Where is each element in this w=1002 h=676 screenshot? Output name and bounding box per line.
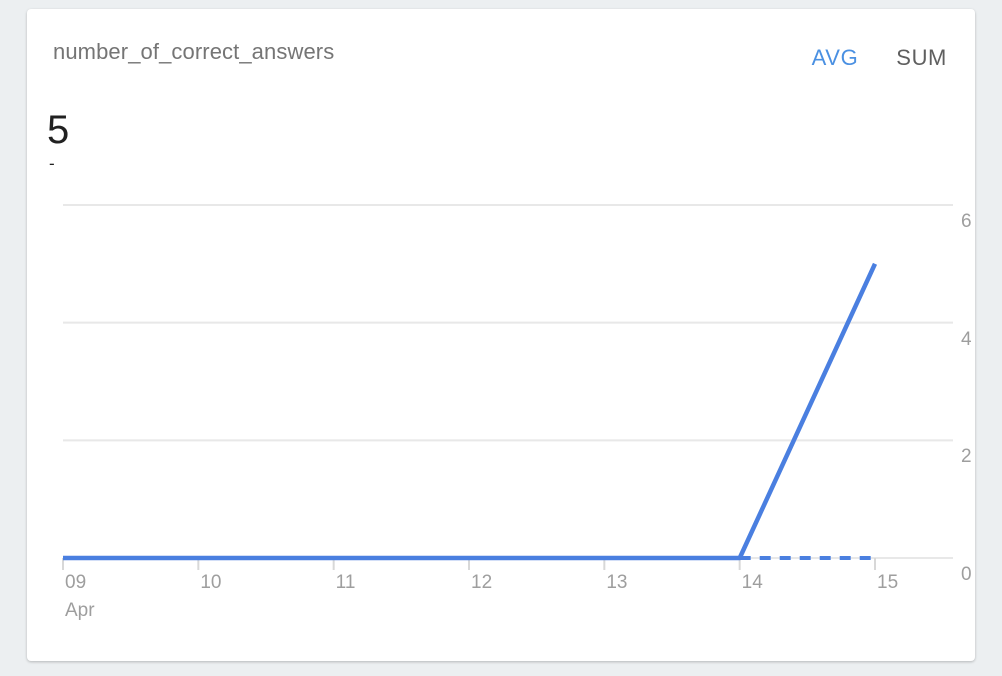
x-axis-tick-label: 09 [65, 572, 87, 593]
page-title: number_of_correct_answers [53, 39, 335, 64]
x-axis-tick-label: 14 [741, 572, 763, 593]
x-axis-unit-label: Apr [65, 600, 95, 621]
y-axis-tick-label: 0 [961, 564, 972, 585]
summary-value: 5 [47, 108, 70, 152]
aggregation-button-sum[interactable]: SUM [894, 41, 949, 75]
x-axis-tick-label: 10 [200, 572, 222, 593]
y-axis-tick-label: 2 [961, 446, 972, 468]
x-axis-tick-label: 12 [471, 572, 493, 593]
aggregation-toggle-group: AVG SUM [810, 41, 949, 75]
y-axis-tick-label: 6 [961, 211, 972, 232]
line-chart: 6 4 2 0 09 10 11 12 13 14 15 Apr [27, 9, 975, 661]
summary-subtext: - [49, 154, 55, 173]
x-axis-tick-label: 13 [606, 572, 628, 593]
metric-card: number_of_correct_answers AVG SUM 5 - 6 4… [27, 9, 975, 661]
summary-value-block: 5 - [47, 109, 69, 173]
chart-canvas [62, 204, 953, 570]
card-header: number_of_correct_answers AVG SUM [27, 9, 975, 105]
series-line-solid [63, 262, 878, 561]
x-axis-tick-label: 15 [877, 572, 899, 593]
y-axis-tick-label: 4 [961, 328, 972, 350]
aggregation-button-avg[interactable]: AVG [810, 41, 861, 75]
x-axis-tick-label: 11 [335, 572, 356, 593]
